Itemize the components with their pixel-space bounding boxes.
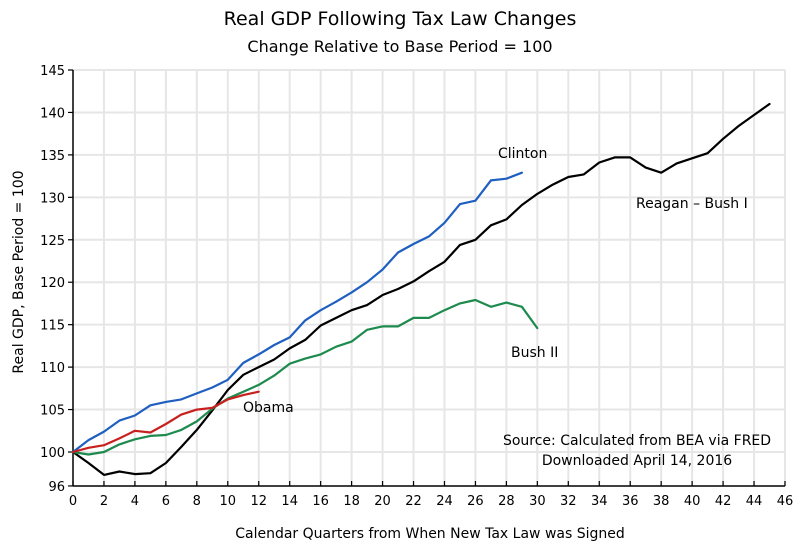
series-line-obama <box>71 390 260 454</box>
y-axis-title: Real GDP, Base Period = 100 <box>11 170 27 373</box>
label-clinton: Clinton <box>498 146 547 162</box>
series-group <box>71 102 771 476</box>
x-tick-label: 20 <box>374 494 391 509</box>
x-tick-label: 16 <box>312 494 329 509</box>
y-tick-label: 125 <box>40 234 65 249</box>
y-tick-label: 115 <box>40 319 65 334</box>
axes: 0 2 4 6 8 10 12 14 16 18 20 22 24 26 28 30 32 34 36 38 40 42 4… <box>40 64 793 509</box>
label-obama: Obama <box>243 400 294 416</box>
x-tick-label: 22 <box>405 494 422 509</box>
x-tick-label: 40 <box>684 494 701 509</box>
label-reagan-bush: Reagan – Bush I <box>636 196 748 212</box>
source-note: Source: Calculated from BEA via FRED <box>503 433 771 449</box>
grid <box>73 69 786 486</box>
y-tick-label: 140 <box>40 106 65 121</box>
y-tick-label: 100 <box>40 446 65 461</box>
x-tick-label: 34 <box>591 494 608 509</box>
y-tick-label: 110 <box>40 361 65 376</box>
x-tick-label: 32 <box>560 494 577 509</box>
x-tick-label: 26 <box>467 494 484 509</box>
y-tick-label: 120 <box>40 276 65 291</box>
x-tick-label: 46 <box>777 494 794 509</box>
chart-title: Real GDP Following Tax Law Changes <box>223 8 577 30</box>
y-tick-label: 96 <box>48 480 65 495</box>
x-tick-label: 10 <box>220 494 237 509</box>
x-axis-title: Calendar Quarters from When New Tax Law … <box>235 526 625 542</box>
x-tick-label: 30 <box>529 494 546 509</box>
x-tick-label: 24 <box>436 494 453 509</box>
x-tick-label: 36 <box>622 494 639 509</box>
x-tick-label: 42 <box>715 494 732 509</box>
y-tick-label: 130 <box>40 191 65 206</box>
x-tick-label: 18 <box>343 494 360 509</box>
series-line-bush-ii <box>71 298 539 456</box>
x-tick-label: 14 <box>281 494 298 509</box>
x-tick-label: 12 <box>250 494 267 509</box>
x-tick-label: 4 <box>131 494 139 509</box>
y-tick-label: 105 <box>40 404 65 419</box>
x-tick-label: 38 <box>653 494 670 509</box>
download-note: Downloaded April 14, 2016 <box>542 453 732 469</box>
x-tick-label: 6 <box>162 494 170 509</box>
y-tick-label: 145 <box>40 64 65 79</box>
chart-subtitle: Change Relative to Base Period = 100 <box>247 37 553 56</box>
x-tick-label: 28 <box>498 494 515 509</box>
x-tick-label: 0 <box>69 494 77 509</box>
x-tick-label: 8 <box>193 494 201 509</box>
x-tick-label: 44 <box>746 494 763 509</box>
y-tick-label: 135 <box>40 149 65 164</box>
label-bush-ii: Bush II <box>511 345 558 361</box>
x-tick-label: 2 <box>100 494 108 509</box>
series-line-reagan-bush-i <box>71 102 771 476</box>
series-line-clinton <box>71 171 524 454</box>
